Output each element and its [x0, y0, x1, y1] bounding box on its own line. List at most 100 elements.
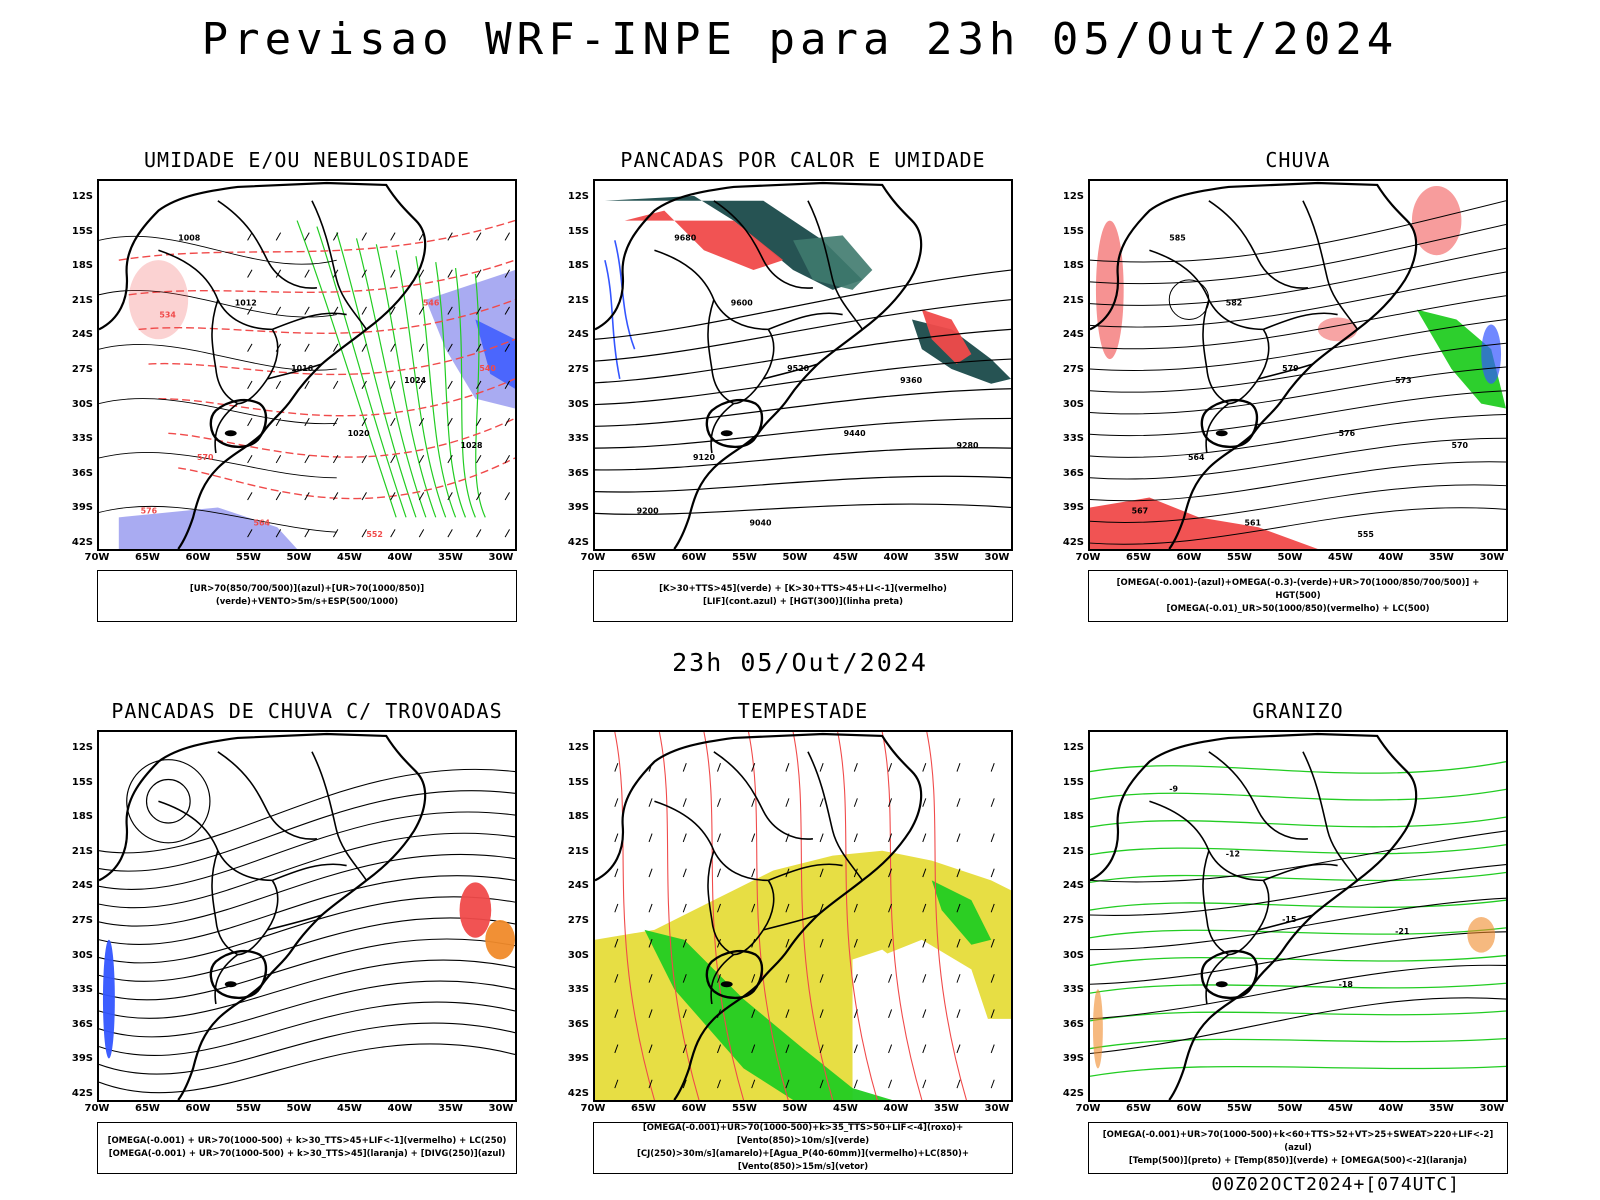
- hgt500-contour: [1090, 200, 1506, 263]
- cyclone-streamline: [126, 759, 211, 844]
- wind-vector: [332, 343, 339, 352]
- longitude-label: 70W: [84, 552, 110, 563]
- wind-vector: [785, 974, 790, 983]
- temp500-contour: [1090, 830, 1506, 883]
- state-border: [158, 249, 273, 331]
- latitude-label: 15S: [71, 776, 93, 788]
- wind-vector: [922, 868, 927, 878]
- wind-vector: [922, 938, 927, 948]
- wind-vector: [853, 798, 858, 807]
- longitude-label: 35W: [438, 1103, 463, 1114]
- state-border: [1258, 363, 1314, 380]
- state-border: [1205, 402, 1230, 454]
- latitude-label: 30S: [71, 398, 93, 410]
- map-panel-tempestade[interactable]: [593, 730, 1013, 1102]
- wind-vector: [956, 1009, 961, 1018]
- longitude-label: 35W: [934, 552, 959, 563]
- wind-vector: [819, 903, 824, 913]
- map-panel-pancadas-trovoadas[interactable]: [97, 730, 517, 1102]
- legend-box-tempestade: [OMEGA(-0.001)+UR>70(1000-500)+k>35_TTS>…: [593, 1122, 1013, 1174]
- state-border: [158, 800, 273, 882]
- wind-vector: [682, 903, 687, 913]
- longitude-label: 30W: [984, 1103, 1010, 1114]
- wind-vector: [648, 903, 653, 913]
- wind-vector: [476, 232, 482, 241]
- wind-vector: [682, 833, 687, 843]
- state-border: [217, 200, 317, 289]
- wind-vector: [247, 454, 253, 464]
- state-border: [763, 914, 819, 931]
- map-panel-umidade[interactable]: 1008101210161020102410285765705645585525…: [97, 179, 517, 551]
- wind-vector: [888, 1009, 893, 1018]
- latitude-label: 36S: [567, 467, 589, 479]
- longitude-label: 45W: [833, 552, 858, 563]
- latitude-label: 15S: [1062, 776, 1084, 788]
- wind-vector: [390, 529, 396, 538]
- wind-vector: [476, 269, 482, 278]
- latitude-label: 39S: [71, 502, 93, 514]
- wind-vector: [648, 938, 653, 948]
- latitude-label: 18S: [1062, 260, 1084, 272]
- wind-vector: [614, 868, 619, 878]
- coastline: [595, 732, 923, 1100]
- wind-vector: [853, 1009, 858, 1018]
- temp500-contour: [1090, 897, 1506, 951]
- map-panel-pancadas-calor[interactable]: 9680 9600 9520 9440 9360 9280 9200 9120 9040: [593, 179, 1013, 551]
- latitude-label: 27S: [567, 364, 589, 375]
- map-panel-chuva[interactable]: 585582579576573570567564561558555: [1088, 179, 1508, 551]
- wind-vector: [418, 529, 425, 538]
- wind-vector: [332, 232, 339, 241]
- omega-green-area: [1416, 309, 1506, 409]
- wind-vector: [751, 974, 756, 983]
- rain-red-area: [1411, 185, 1462, 256]
- state-border: [733, 328, 775, 405]
- wind-vector: [716, 903, 721, 913]
- wind-vector: [504, 529, 510, 538]
- wind-vector: [418, 380, 425, 389]
- latitude-label: 30S: [567, 949, 589, 961]
- wind-vector: [819, 974, 824, 983]
- map-canvas: 9680 9600 9520 9440 9360 9280 9200 9120 9040: [595, 181, 1011, 549]
- wind-vector: [682, 1009, 687, 1018]
- low-center: [1168, 279, 1210, 320]
- lif-contour: [604, 259, 621, 380]
- legend-line: [OMEGA(-0.001)+UR>70(1000-500)+k<60+TTS>…: [1102, 1129, 1494, 1153]
- longitude-label: 70W: [84, 1103, 110, 1114]
- wind-vector: [922, 763, 927, 772]
- longitude-label: 40W: [1378, 552, 1404, 563]
- wind-vector: [716, 798, 721, 807]
- divergence-blue-area: [102, 939, 115, 1059]
- wind-vector: [361, 529, 367, 538]
- map-panel-granizo[interactable]: -9 -12 -15 -18 -21: [1088, 730, 1508, 1102]
- thickness-500-1000-contour: [178, 457, 515, 500]
- wind-vector: [390, 492, 396, 501]
- wind-vector: [275, 269, 282, 278]
- map-canvas: 1008101210161020102410285765705645585525…: [99, 181, 515, 549]
- longitude-label: 45W: [337, 552, 362, 563]
- streamline-250: [99, 980, 515, 1038]
- wind-vector: [716, 1079, 721, 1089]
- wind-vector: [716, 938, 721, 948]
- wind-vector: [648, 868, 653, 878]
- wind-vector: [476, 417, 482, 427]
- longitude-label: 55W: [236, 552, 261, 563]
- contour-label: 561: [1245, 518, 1262, 527]
- wind-vector: [956, 903, 961, 913]
- wind-vector: [922, 798, 927, 807]
- longitude-label: 45W: [833, 1103, 858, 1114]
- streamline-250: [99, 811, 515, 891]
- wind-vector: [361, 343, 367, 352]
- wind-vector: [716, 833, 721, 843]
- lagoon: [720, 430, 733, 437]
- longitude-label: 50W: [782, 552, 808, 563]
- wind-vector: [990, 903, 995, 913]
- latitude-label: 33S: [1062, 984, 1084, 996]
- map-canvas: [99, 732, 515, 1100]
- latitude-label: 30S: [1062, 398, 1084, 410]
- wind-vector: [888, 938, 893, 948]
- latitude-label: 42S: [71, 1088, 93, 1099]
- wind-vector: [853, 1079, 858, 1089]
- wind-vector: [990, 763, 995, 772]
- streamline-250: [99, 853, 515, 927]
- latitude-label: 24S: [567, 329, 589, 341]
